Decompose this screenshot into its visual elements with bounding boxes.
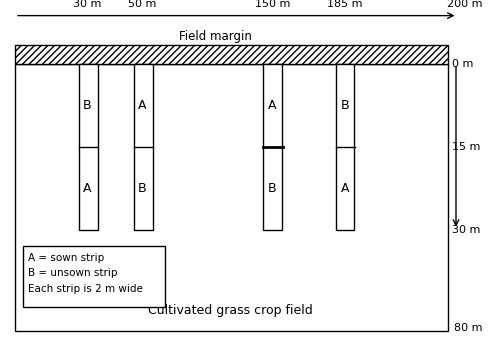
Text: 0 m: 0 m [452,59,474,69]
Text: 185 m: 185 m [327,0,363,9]
Bar [15,64,448,331]
Text: B: B [340,99,349,112]
Text: Field margin: Field margin [178,31,252,43]
Text: A: A [83,182,92,195]
Text: 50 m: 50 m [128,0,156,9]
Text: Cultivated grass crop field: Cultivated grass crop field [148,304,312,317]
Bar [263,64,282,230]
Bar [78,64,98,230]
Bar [134,64,152,230]
Text: B: B [138,182,147,195]
Text: 150 m: 150 m [255,0,290,9]
Bar [336,64,354,230]
Bar [22,246,165,307]
Bar [15,45,448,64]
Text: 200 m: 200 m [448,0,483,9]
Text: A: A [268,99,277,112]
Text: 30 m: 30 m [452,225,481,235]
Text: A = sown strip
B = unsown strip
Each strip is 2 m wide: A = sown strip B = unsown strip Each str… [28,253,144,294]
Text: A: A [341,182,349,195]
Text: 30 m: 30 m [74,0,102,9]
Text: 80 m: 80 m [454,323,482,333]
Text: A: A [138,99,147,112]
Text: B: B [268,182,277,195]
Text: B: B [83,99,92,112]
Text: 15 m: 15 m [452,142,481,152]
